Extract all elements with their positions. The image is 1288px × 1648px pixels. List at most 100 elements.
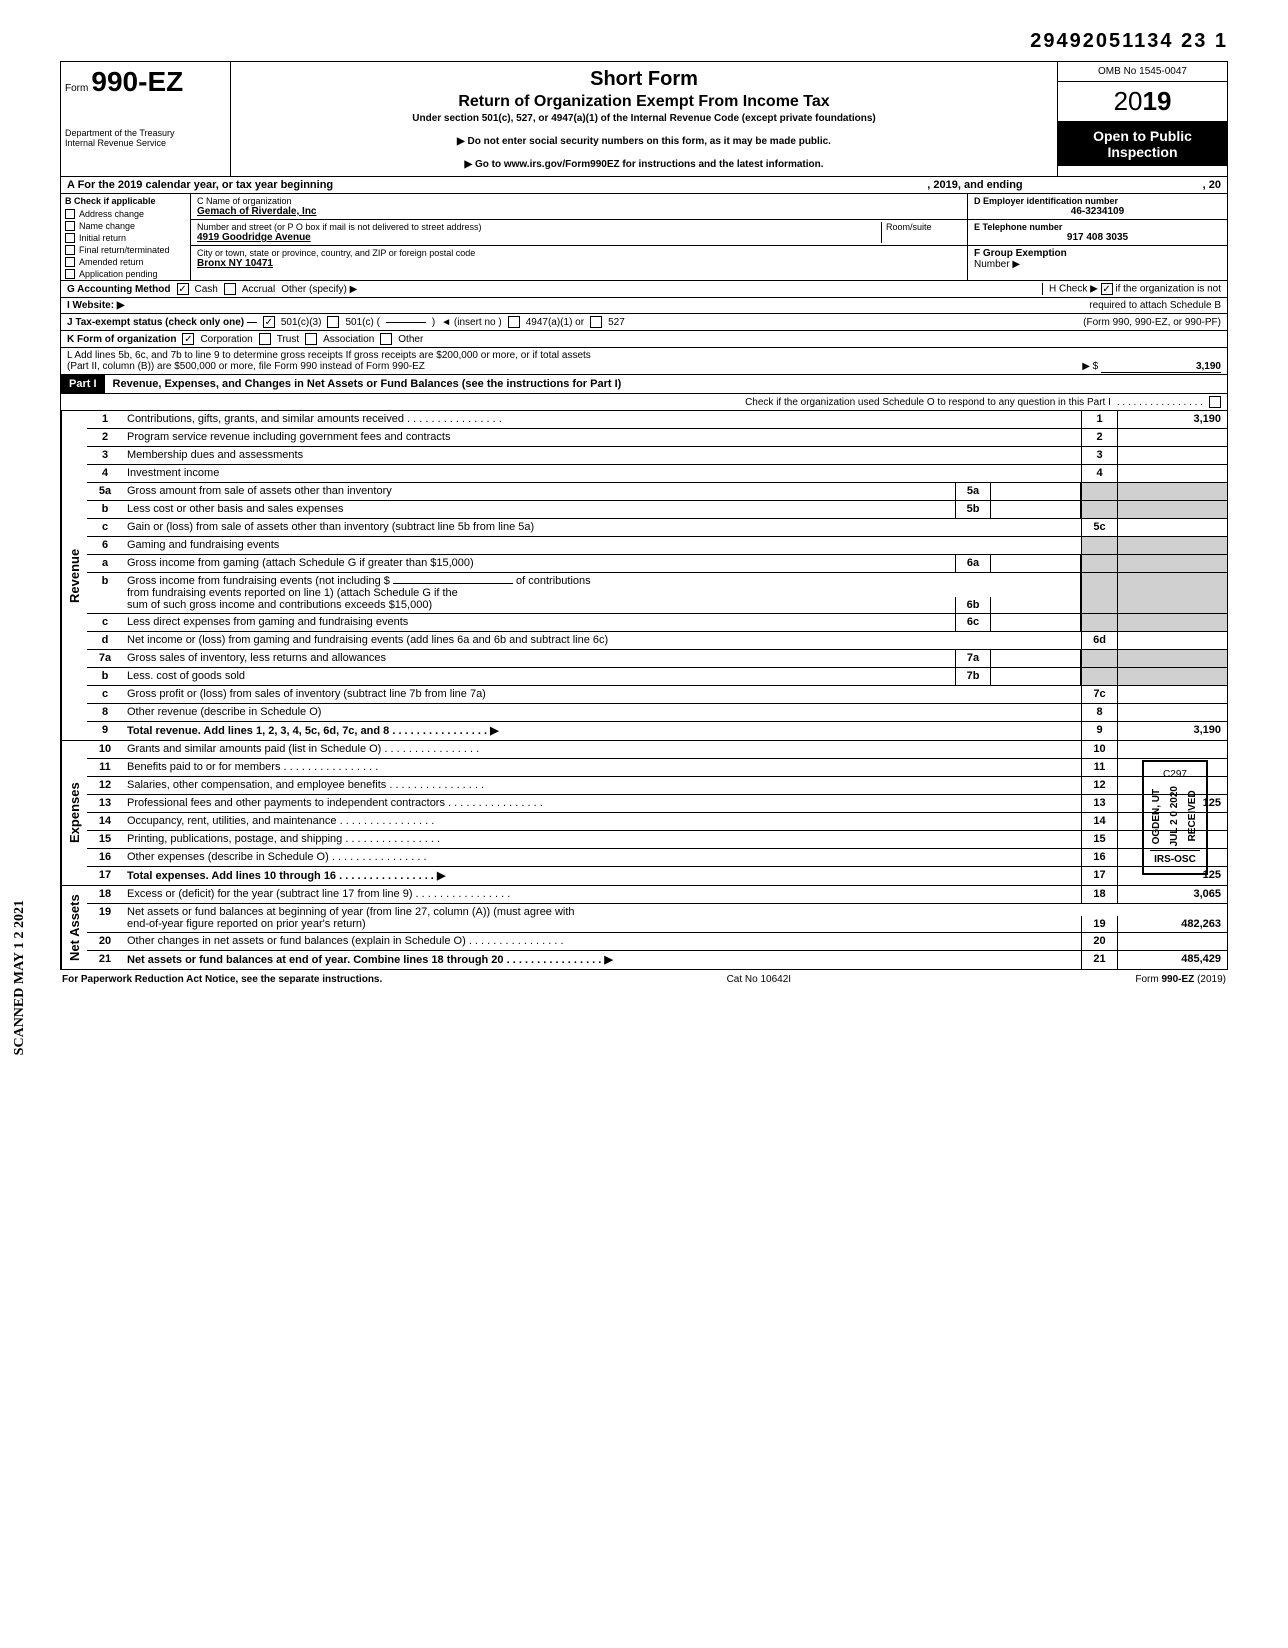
l6c-mval [991,614,1081,631]
l5a-mval [991,483,1081,500]
line-a: A For the 2019 calendar year, or tax yea… [60,177,1228,194]
l3-txt: Membership dues and assessments [123,447,1081,464]
l17-rno: 17 [1081,867,1117,885]
chk-sched-b[interactable]: ✓ [1101,283,1113,295]
l20-val [1117,933,1227,950]
l6b-txt: Gross income from fundraising events (no… [123,573,955,613]
subtitle: Under section 501(c), 527, or 4947(a)(1)… [241,113,1047,124]
lbl-4947: 4947(a)(1) or [526,317,584,328]
l9-val: 3,190 [1117,722,1227,740]
lbl-501c: 501(c) ( [345,317,379,328]
l16-rno: 16 [1081,849,1117,866]
part-1-title: Revenue, Expenses, and Changes in Net As… [105,375,1227,393]
l8-rno: 8 [1081,704,1117,721]
year-prefix: 20 [1114,86,1143,116]
l5c-txt: Gain or (loss) from sale of assets other… [123,519,1081,536]
dept-treasury: Department of the Treasury Internal Reve… [65,128,226,148]
lbl-h-4: (Form 990, 990-EZ, or 990-PF) [1083,317,1221,328]
l6d-val [1117,632,1227,649]
l14-txt: Occupancy, rent, utilities, and maintena… [123,813,1081,830]
footer-right: Form 990-EZ (2019) [1135,974,1226,985]
lbl-other-method: Other (specify) ▶ [281,284,357,295]
footer-left: For Paperwork Reduction Act Notice, see … [62,974,382,985]
section-b: B Check if applicable Address change Nam… [61,194,191,280]
dln-number: 29492051134 23 1 [60,30,1228,53]
part-1-check: Check if the organization used Schedule … [60,394,1228,411]
chk-corp[interactable]: ✓ [182,333,194,345]
received-stamp: C297 OGDEN, UT JUL 2 0 2020 RECEIVED IRS… [1142,760,1208,875]
ein-value: 46-3234109 [974,206,1221,217]
l17-txt: Total expenses. Add lines 10 through 16 … [123,867,1081,885]
chk-other-org[interactable] [380,333,392,345]
lbl-amended: Amended return [79,257,144,267]
stamp-irs: IRS-OSC [1150,850,1200,867]
page-footer: For Paperwork Reduction Act Notice, see … [60,970,1228,989]
l21-rno: 21 [1081,951,1117,969]
l12-txt: Salaries, other compensation, and employ… [123,777,1081,794]
l5c-rno: 5c [1081,519,1117,536]
l17-no: 17 [87,867,123,885]
chk-501c3[interactable]: ✓ [263,316,275,328]
chk-final-return[interactable] [65,245,75,255]
line-a-3: , 20 [1203,179,1221,191]
l8-txt: Other revenue (describe in Schedule O) [123,704,1081,721]
chk-cash[interactable]: ✓ [177,283,189,295]
chk-trust[interactable] [259,333,271,345]
lbl-sched-o-check: Check if the organization used Schedule … [745,397,1111,408]
lbl-room: Room/suite [886,222,961,232]
chk-accrual[interactable] [224,283,236,295]
l7b-mno: 7b [955,668,991,685]
year-suffix: 19 [1143,86,1172,116]
l5a-rval [1117,483,1227,500]
l18-rno: 18 [1081,886,1117,903]
l5b-mval [991,501,1081,518]
chk-assoc[interactable] [305,333,317,345]
l1-rno: 1 [1081,411,1117,428]
l7a-no: 7a [87,650,123,667]
chk-501c[interactable] [327,316,339,328]
instr-url: ▶ Go to www.irs.gov/Form990EZ for instru… [241,159,1047,170]
chk-amended[interactable] [65,257,75,267]
chk-address-change[interactable] [65,209,75,219]
chk-527[interactable] [590,316,602,328]
l20-txt: Other changes in net assets or fund bala… [123,933,1081,950]
l1-txt: Contributions, gifts, grants, and simila… [123,411,1081,428]
l5c-val [1117,519,1227,536]
l7c-no: c [87,686,123,703]
section-c: C Name of organization Gemach of Riverda… [191,194,967,280]
line-a-2: , 2019, and ending [927,179,1022,191]
chk-app-pending[interactable] [65,269,75,279]
form-number: 990-EZ [91,66,183,97]
revenue-section: Revenue 1Contributions, gifts, grants, a… [60,411,1228,741]
l7c-rno: 7c [1081,686,1117,703]
l6b-t1: Gross income from fundraising events (no… [127,575,390,587]
l21-val: 485,429 [1117,951,1227,969]
l6d-txt: Net income or (loss) from gaming and fun… [123,632,1081,649]
chk-4947[interactable] [508,316,520,328]
l9-no: 9 [87,722,123,740]
l7b-rval [1117,668,1227,685]
line-l-1: L Add lines 5b, 6c, and 7b to line 9 to … [67,350,1221,361]
lbl-501c3: 501(c)(3) [281,317,322,328]
chk-initial-return[interactable] [65,233,75,243]
l11-no: 11 [87,759,123,776]
chk-name-change[interactable] [65,221,75,231]
expenses-section: Expenses 10Grants and similar amounts pa… [60,741,1228,886]
lbl-cash: Cash [195,284,218,295]
l18-val: 3,065 [1117,886,1227,903]
l7a-mval [991,650,1081,667]
l7b-rno [1081,668,1117,685]
lbl-tax-status: J Tax-exempt status (check only one) — [67,317,257,328]
l3-val [1117,447,1227,464]
l8-no: 8 [87,704,123,721]
org-street: 4919 Goodridge Avenue [197,232,881,243]
l6b-mno: 6b [955,597,991,613]
l6-txt: Gaming and fundraising events [123,537,1081,554]
l9-txt: Total revenue. Add lines 1, 2, 3, 4, 5c,… [123,722,1081,740]
l20-rno: 20 [1081,933,1117,950]
l6-rno [1081,537,1117,554]
form-prefix: Form [65,83,88,94]
l6b-no: b [87,573,123,613]
l7b-txt: Less. cost of goods sold [123,668,955,685]
chk-sched-o[interactable] [1209,396,1221,408]
